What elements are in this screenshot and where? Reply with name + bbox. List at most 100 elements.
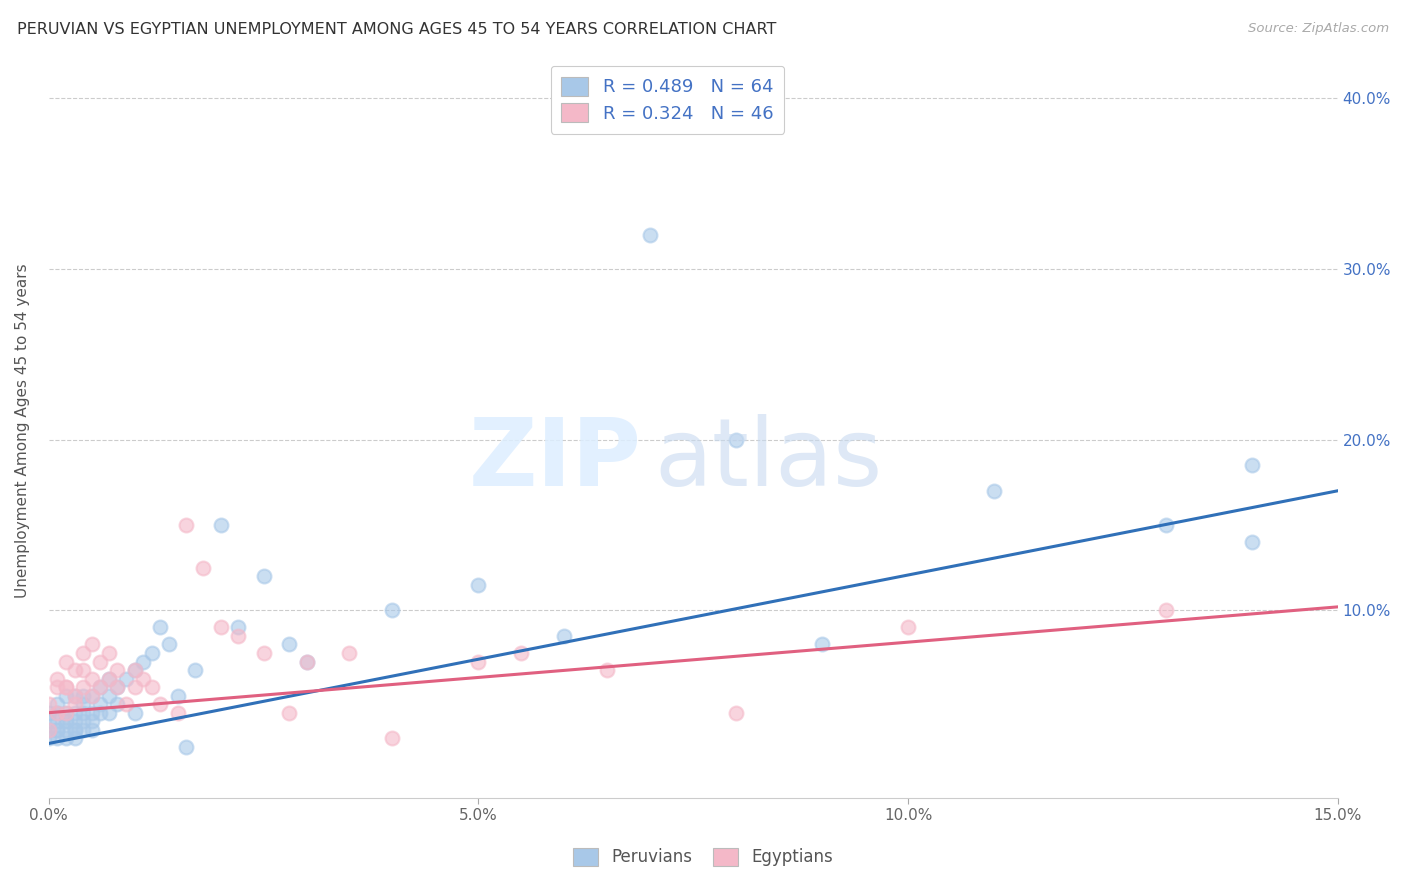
Point	[46, 706, 69, 720]
Point	[55, 723, 77, 737]
Point	[107, 697, 129, 711]
Point	[46, 723, 69, 737]
Point	[278, 637, 301, 651]
Point	[115, 672, 138, 686]
Point	[141, 646, 163, 660]
Point	[295, 655, 318, 669]
Point	[132, 655, 155, 669]
Point	[63, 723, 86, 737]
Point	[174, 739, 197, 754]
Point	[983, 483, 1005, 498]
Point	[72, 646, 94, 660]
Point	[55, 680, 77, 694]
Point	[174, 518, 197, 533]
Point	[38, 723, 60, 737]
Point	[46, 680, 69, 694]
Point	[80, 714, 103, 729]
Point	[80, 637, 103, 651]
Point	[97, 706, 120, 720]
Point	[80, 689, 103, 703]
Point	[107, 680, 129, 694]
Point	[115, 697, 138, 711]
Point	[89, 697, 111, 711]
Point	[63, 689, 86, 703]
Point	[97, 689, 120, 703]
Point	[46, 723, 69, 737]
Point	[55, 714, 77, 729]
Point	[97, 672, 120, 686]
Point	[46, 731, 69, 746]
Point	[252, 646, 274, 660]
Point	[141, 680, 163, 694]
Point	[72, 697, 94, 711]
Point	[46, 714, 69, 729]
Point	[72, 723, 94, 737]
Point	[184, 663, 207, 677]
Point	[1240, 458, 1263, 473]
Point	[725, 706, 748, 720]
Point	[166, 706, 188, 720]
Point	[1240, 535, 1263, 549]
Point	[596, 663, 619, 677]
Point	[252, 569, 274, 583]
Y-axis label: Unemployment Among Ages 45 to 54 years: Unemployment Among Ages 45 to 54 years	[15, 264, 30, 599]
Point	[89, 655, 111, 669]
Point	[193, 560, 215, 574]
Point	[381, 603, 404, 617]
Point	[157, 637, 180, 651]
Point	[226, 620, 249, 634]
Text: ZIP: ZIP	[468, 415, 641, 507]
Point	[381, 731, 404, 746]
Point	[107, 680, 129, 694]
Point	[725, 433, 748, 447]
Point	[510, 646, 533, 660]
Point	[55, 706, 77, 720]
Point	[63, 706, 86, 720]
Point	[107, 663, 129, 677]
Point	[89, 680, 111, 694]
Point	[72, 663, 94, 677]
Point	[38, 731, 60, 746]
Point	[1154, 603, 1177, 617]
Point	[63, 723, 86, 737]
Point	[124, 706, 146, 720]
Point	[226, 629, 249, 643]
Point	[467, 655, 489, 669]
Point	[132, 672, 155, 686]
Point	[149, 697, 172, 711]
Point	[124, 680, 146, 694]
Point	[46, 672, 69, 686]
Point	[278, 706, 301, 720]
Point	[38, 697, 60, 711]
Point	[80, 706, 103, 720]
Point	[467, 577, 489, 591]
Point	[209, 518, 232, 533]
Point	[811, 637, 834, 651]
Point	[55, 706, 77, 720]
Point	[80, 672, 103, 686]
Point	[166, 689, 188, 703]
Text: atlas: atlas	[655, 415, 883, 507]
Point	[149, 620, 172, 634]
Point	[72, 689, 94, 703]
Point	[124, 663, 146, 677]
Point	[97, 646, 120, 660]
Point	[55, 655, 77, 669]
Text: Source: ZipAtlas.com: Source: ZipAtlas.com	[1249, 22, 1389, 36]
Text: PERUVIAN VS EGYPTIAN UNEMPLOYMENT AMONG AGES 45 TO 54 YEARS CORRELATION CHART: PERUVIAN VS EGYPTIAN UNEMPLOYMENT AMONG …	[17, 22, 776, 37]
Point	[63, 731, 86, 746]
Point	[124, 663, 146, 677]
Point	[38, 723, 60, 737]
Point	[38, 706, 60, 720]
Point	[553, 629, 575, 643]
Point	[72, 680, 94, 694]
Point	[55, 689, 77, 703]
Point	[55, 714, 77, 729]
Point	[55, 731, 77, 746]
Point	[46, 706, 69, 720]
Point	[63, 689, 86, 703]
Point	[63, 663, 86, 677]
Point	[89, 706, 111, 720]
Point	[80, 689, 103, 703]
Point	[1154, 518, 1177, 533]
